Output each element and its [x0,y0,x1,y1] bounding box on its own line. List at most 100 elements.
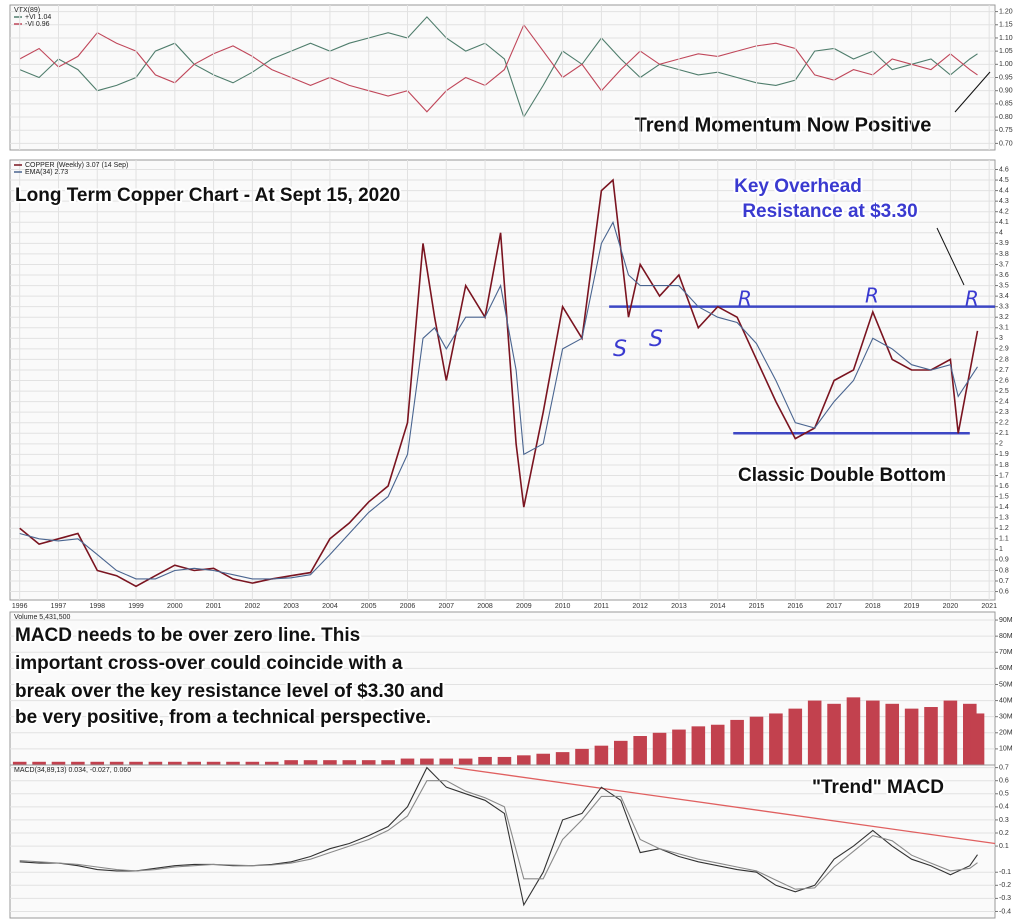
bar [691,726,706,765]
y-tick-label: 3.7 [999,261,1009,268]
y-tick-label: 3.8 [999,251,1009,258]
bar [264,761,279,765]
y-tick-label: 20M [999,730,1013,737]
bar [32,761,46,765]
x-tick-label: 1998 [89,603,105,610]
x-tick-label: 2011 [594,603,609,610]
y-tick-label: 0.3 [999,817,1009,824]
y-tick-label: 90M [999,617,1013,624]
y-tick-label: -0.3 [999,895,1011,902]
y-tick-label: 3.5 [999,282,1009,289]
y-tick-label: 0.75 [999,127,1013,134]
annotation: Trend Momentum Now Positive [635,114,932,136]
x-tick-label: 2019 [904,603,920,610]
x-tick-label: 2001 [206,603,222,610]
y-tick-label: 0.7 [999,764,1009,771]
bar [245,761,260,765]
bar [206,761,221,765]
bar [51,761,66,765]
series-line [19,178,979,588]
annotation: be very positive, from a technical persp… [15,707,431,728]
x-tick-label: 2007 [438,603,454,610]
x-tick-label: 1996 [12,603,28,610]
bar [342,760,357,765]
annotation: Resistance at $3.30 [742,201,917,222]
bar [420,758,434,765]
x-tick-label: 2020 [943,603,959,610]
bar [381,760,395,765]
series-line [19,23,978,113]
bar [284,760,298,765]
y-tick-label: 0.8 [999,567,1009,574]
bar [148,761,163,765]
y-tick-label: -0.2 [999,882,1011,889]
legend-label: -VI 0.96 [25,21,50,28]
legend-label: EMA(34) 2.73 [25,169,68,176]
y-tick-label: 2.8 [999,356,1009,363]
legend-label: +VI 1.04 [25,14,51,21]
y-tick-label: 2.5 [999,388,1009,395]
y-tick-label: 2.6 [999,377,1009,384]
annotation: R [738,287,752,311]
annotation: S [649,327,663,352]
y-tick-label: 0.95 [999,74,1013,81]
pointer [954,71,991,113]
y-tick-label: 3.9 [999,240,1009,247]
panel-title: MACD(34,89,13) 0.034, -0.027, 0.060 [14,767,131,774]
x-tick-label: 2004 [322,603,338,610]
y-tick-label: 10M [999,746,1013,753]
trend-line [453,766,996,845]
y-tick-label: 1.7 [999,472,1009,479]
x-tick-label: 2009 [516,603,532,610]
panel-frame [9,764,996,919]
y-tick-label: 40M [999,697,1013,704]
x-tick-label: 2016 [787,603,803,610]
bar [710,724,725,765]
y-tick-label: 0.4 [999,804,1009,811]
panel-title: Volume 5,431,500 [14,614,71,621]
bar [672,729,686,765]
bar [827,703,841,765]
bar [478,756,492,765]
bar [924,707,938,765]
bar [71,761,85,765]
annotation: important cross-over could coincide with… [15,653,403,674]
y-tick-label: -0.4 [999,908,1011,915]
y-tick-label: 0.90 [999,88,1013,95]
y-tick-label: 4 [999,230,1003,237]
y-tick-label: 2.1 [999,430,1009,437]
x-tick-label: 2003 [283,603,299,610]
bar [517,755,531,765]
y-tick-label: 60M [999,665,1013,672]
bar [788,708,803,765]
bar [652,732,667,765]
y-tick-label: 3.2 [999,314,1009,321]
y-tick-label: 1.2 [999,525,1009,532]
y-tick-label: 0.85 [999,101,1013,108]
y-tick-label: 3.4 [999,293,1009,300]
bar [970,713,985,765]
x-tick-label: 2006 [400,603,416,610]
y-tick-label: 0.7 [999,578,1009,585]
pointer [936,227,965,286]
panel-frame [9,159,996,601]
bar [129,761,143,765]
annotation: "Trend" MACD [812,777,944,798]
y-tick-label: 0.2 [999,830,1009,837]
x-tick-label: 2014 [710,603,726,610]
y-tick-label: 70M [999,649,1013,656]
y-tick-label: 2.4 [999,398,1009,405]
y-tick-label: 1.15 [999,22,1013,29]
y-tick-label: 2.2 [999,420,1009,427]
annotation: Key Overhead [734,176,862,197]
y-tick-label: 1.10 [999,35,1013,42]
y-tick-label: 4.4 [999,187,1009,194]
x-tick-label: 1997 [51,603,67,610]
y-tick-label: 50M [999,681,1013,688]
bar [361,760,376,765]
bar [943,700,958,765]
y-tick-label: 2.3 [999,409,1009,416]
legend-label: COPPER (Weekly) 3.07 (14 Sep) [25,162,128,169]
